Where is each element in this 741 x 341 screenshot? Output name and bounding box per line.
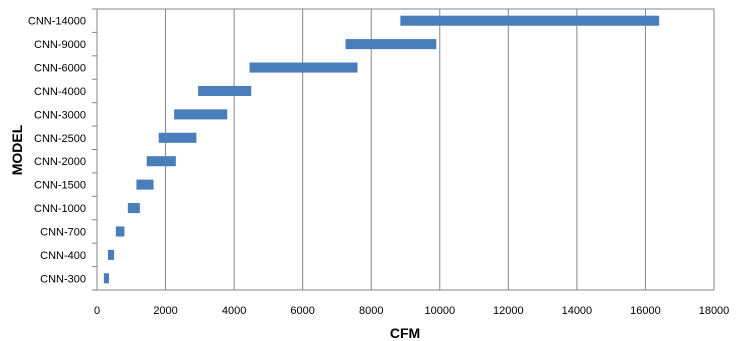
bar-cnn-400 xyxy=(107,249,115,260)
y-tick-label: CNN-2000 xyxy=(34,156,86,168)
x-tick-label: 18000 xyxy=(699,305,730,317)
bar-cnn-1500 xyxy=(136,179,154,190)
y-tick-label: CNN-3000 xyxy=(34,109,86,121)
x-tick-label: 10000 xyxy=(424,305,455,317)
y-tick-label: CNN-4000 xyxy=(34,86,86,98)
x-tick-label: 14000 xyxy=(562,305,593,317)
bar-cnn-2500 xyxy=(158,132,197,143)
x-tick-label: 12000 xyxy=(493,305,524,317)
bars xyxy=(103,15,660,284)
bar-cnn-14000 xyxy=(400,15,660,26)
y-tick-label: CNN-14000 xyxy=(28,16,86,28)
y-tick-label: CNN-9000 xyxy=(34,39,86,51)
bar-cnn-6000 xyxy=(249,62,358,73)
bar-cnn-1000 xyxy=(127,203,140,214)
y-axis-tick-labels: CNN-300 CNN-400 CNN-700 CNN-1000 CNN-1500 CNN… xyxy=(28,16,86,286)
x-tick-label: 2000 xyxy=(153,305,177,317)
x-axis-title: CFM xyxy=(390,325,420,341)
bar-cnn-9000 xyxy=(345,39,437,50)
x-tick-label: 8000 xyxy=(359,305,383,317)
bar-cnn-300 xyxy=(103,273,109,284)
x-tick-label: 6000 xyxy=(290,305,314,317)
x-tick-label: 0 xyxy=(94,305,100,317)
y-tick-label: CNN-400 xyxy=(40,250,86,262)
x-tick-label: 16000 xyxy=(630,305,661,317)
y-tick-label: CNN-1500 xyxy=(34,180,86,192)
x-tick-label: 4000 xyxy=(222,305,246,317)
bar-cnn-4000 xyxy=(198,85,252,96)
y-axis-ticks xyxy=(92,8,97,291)
x-axis-tick-labels: 0 2000 4000 6000 8000 10000 12000 14000 16000 180… xyxy=(94,305,729,317)
y-tick-label: CNN-2500 xyxy=(34,133,86,145)
bar-cnn-700 xyxy=(115,226,125,237)
y-tick-label: CNN-1000 xyxy=(34,203,86,215)
bar-cnn-3000 xyxy=(174,109,228,120)
bar-cnn-2000 xyxy=(146,156,176,167)
y-tick-label: CNN-300 xyxy=(40,273,86,285)
y-tick-label: CNN-700 xyxy=(40,226,86,238)
plot-area xyxy=(96,8,715,291)
gridlines xyxy=(165,9,646,290)
y-tick-label: CNN-6000 xyxy=(34,63,86,75)
y-axis-title: MODEL xyxy=(9,124,25,175)
